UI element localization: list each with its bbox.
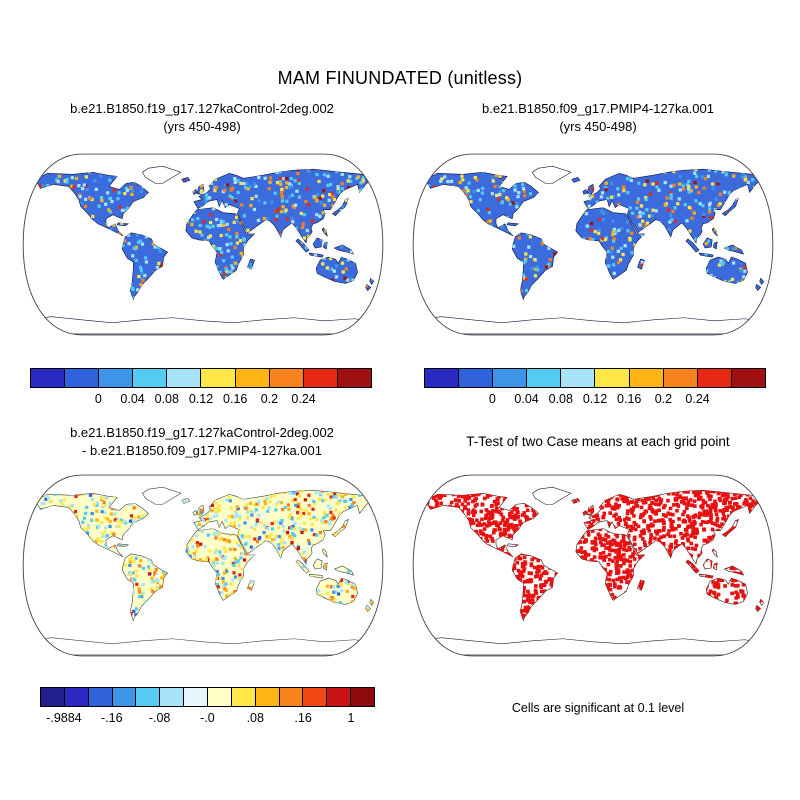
colorbar-swatch bbox=[629, 369, 664, 387]
panel-title-bottom-right: T-Test of two Case means at each grid po… bbox=[402, 433, 794, 451]
colorbar-swatch bbox=[88, 688, 113, 706]
colorbar-swatch bbox=[425, 369, 460, 387]
colorbar-tick-label: 0 bbox=[94, 392, 102, 406]
colorbar-ticks: -.9884 -.16 -.08 -.0 .08 .16 1 bbox=[40, 707, 375, 725]
panel-title-top-left: b.e21.B1850.f19_g17.127kaControl-2deg.00… bbox=[6, 100, 398, 136]
colorbar-tick-label: 0.16 bbox=[617, 392, 642, 406]
colorbar-swatch bbox=[235, 369, 270, 387]
colorbar-swatch bbox=[41, 688, 65, 706]
colorbar-tick-label: -.9884 bbox=[46, 711, 82, 725]
colorbar-swatch bbox=[231, 688, 256, 706]
panel-title-line1: b.e21.B1850.f19_g17.127kaControl-2deg.00… bbox=[70, 425, 334, 440]
colorbar-swatch bbox=[255, 688, 280, 706]
colorbar-tick-label: 0.12 bbox=[582, 392, 608, 406]
colorbar-swatch bbox=[279, 688, 304, 706]
colorbar-swatch bbox=[208, 688, 232, 706]
colorbar-swatch bbox=[697, 369, 732, 387]
colorbar-tick-label: 0.12 bbox=[188, 392, 214, 406]
figure-title: MAM FINUNDATED (unitless) bbox=[277, 68, 523, 88]
colorbar-ticks: 0 0.04 0.08 0.12 0.16 0.2 0.24 bbox=[30, 388, 372, 406]
colorbar-tick-label: .16 bbox=[294, 711, 312, 725]
panel-title-line2: - b.e21.B1850.f09_g17.PMIP4-127ka.001 bbox=[82, 443, 322, 458]
colorbar-swatch bbox=[201, 369, 236, 387]
colorbar-swatch bbox=[269, 369, 304, 387]
colorbar-swatch bbox=[459, 369, 494, 387]
colorbar-swatch bbox=[595, 369, 630, 387]
colorbar-tick-label: 0.24 bbox=[685, 392, 710, 406]
panel-title-line1: T-Test of two Case means at each grid po… bbox=[466, 434, 730, 449]
colorbar-case2: 0 0.04 0.08 0.12 0.16 0.2 0.24 bbox=[424, 368, 766, 406]
colorbar-difference: -.9884 -.16 -.08 -.0 .08 .16 1 bbox=[40, 687, 375, 725]
colorbar-swatch bbox=[527, 369, 562, 387]
colorbar-swatch bbox=[663, 369, 698, 387]
colorbar-swatch bbox=[184, 688, 209, 706]
colorbar-swatch bbox=[327, 688, 352, 706]
colorbar-swatches bbox=[40, 687, 375, 707]
panel-title-line1: b.e21.B1850.f09_g17.PMIP4-127ka.001 bbox=[481, 101, 714, 116]
colorbar-tick-label: 0.2 bbox=[654, 392, 673, 406]
significance-caption: Cells are significant at 0.1 level bbox=[511, 701, 685, 715]
colorbar-tick-label: -.08 bbox=[148, 711, 171, 725]
colorbar-swatch bbox=[493, 369, 528, 387]
panel-title-line2: (yrs 450-498) bbox=[163, 119, 241, 134]
map-difference bbox=[22, 474, 384, 657]
colorbar-swatch bbox=[112, 688, 137, 706]
map-ttest bbox=[412, 474, 774, 657]
colorbar-swatch bbox=[65, 369, 100, 387]
colorbar-swatch bbox=[167, 369, 202, 387]
colorbar-swatch bbox=[731, 369, 765, 387]
colorbar-tick-label: 0.08 bbox=[154, 392, 179, 406]
colorbar-swatch bbox=[136, 688, 161, 706]
colorbar-tick-label: 0.2 bbox=[260, 392, 279, 406]
panel-title-line1: b.e21.B1850.f19_g17.127kaControl-2deg.00… bbox=[70, 101, 334, 116]
colorbar-case1: 0 0.04 0.08 0.12 0.16 0.2 0.24 bbox=[30, 368, 372, 406]
map-case1-control bbox=[22, 153, 384, 336]
colorbar-tick-label: 0.08 bbox=[548, 392, 573, 406]
colorbar-swatch bbox=[64, 688, 89, 706]
colorbar-tick-label: 0.04 bbox=[120, 392, 145, 406]
colorbar-swatch bbox=[303, 688, 328, 706]
panel-title-line2: (yrs 450-498) bbox=[559, 119, 637, 134]
colorbar-swatch bbox=[133, 369, 168, 387]
colorbar-swatch bbox=[99, 369, 134, 387]
colorbar-swatch bbox=[303, 369, 338, 387]
panel-title-top-right: b.e21.B1850.f09_g17.PMIP4-127ka.001 (yrs… bbox=[402, 100, 794, 136]
colorbar-tick-label: 0.16 bbox=[223, 392, 248, 406]
colorbar-tick-label: 0 bbox=[488, 392, 496, 406]
colorbar-swatches bbox=[30, 368, 372, 388]
colorbar-ticks: 0 0.04 0.08 0.12 0.16 0.2 0.24 bbox=[424, 388, 766, 406]
colorbar-swatch bbox=[337, 369, 371, 387]
colorbar-swatch bbox=[351, 688, 375, 706]
colorbar-tick-label: -.0 bbox=[200, 711, 215, 725]
colorbar-tick-label: 0.04 bbox=[514, 392, 539, 406]
colorbar-swatch bbox=[160, 688, 185, 706]
panel-title-bottom-left: b.e21.B1850.f19_g17.127kaControl-2deg.00… bbox=[6, 424, 398, 460]
colorbar-tick-label: .08 bbox=[246, 711, 264, 725]
colorbar-swatch bbox=[31, 369, 66, 387]
colorbar-swatch bbox=[561, 369, 596, 387]
colorbar-tick-label: 1 bbox=[347, 711, 355, 725]
colorbar-tick-label: 0.24 bbox=[291, 392, 316, 406]
colorbar-tick-label: -.16 bbox=[100, 711, 123, 725]
colorbar-swatches bbox=[424, 368, 766, 388]
map-case2-pmip4 bbox=[412, 153, 774, 336]
